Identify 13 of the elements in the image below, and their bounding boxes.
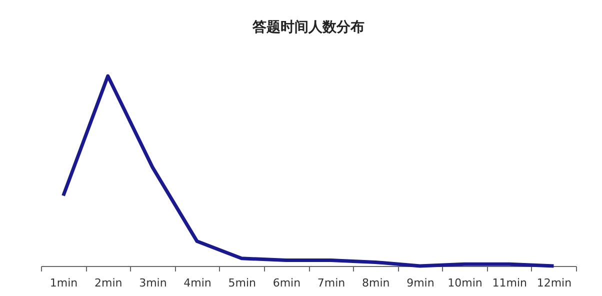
x-tick-label: 9min [406, 276, 434, 290]
x-tick-label: 12min [536, 276, 572, 290]
x-tick-label: 7min [317, 276, 346, 290]
x-tick-label: 8min [362, 276, 390, 290]
x-tick-label: 4min [184, 276, 212, 290]
x-tick-label: 2min [94, 276, 122, 290]
x-tick-label: 3min [139, 276, 167, 290]
x-tick-label: 1min [50, 276, 78, 290]
x-tick-label: 5min [228, 276, 256, 290]
x-tick-label: 6min [272, 276, 301, 290]
chart-title: 答题时间人数分布 [252, 19, 364, 36]
x-tick-label: 10min [448, 276, 482, 290]
x-tick-label: 11min [492, 276, 528, 290]
